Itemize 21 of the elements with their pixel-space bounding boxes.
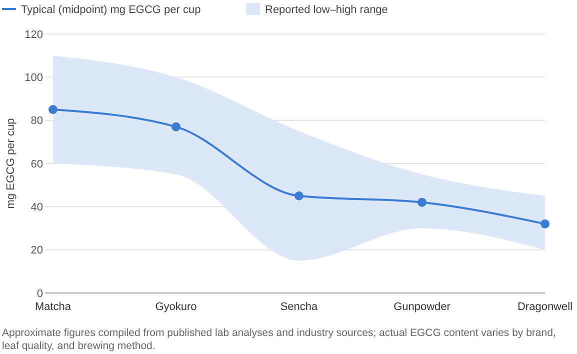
point — [418, 198, 426, 207]
y-tick-label: 60 — [30, 158, 43, 170]
point — [294, 191, 304, 200]
y-tick-label: 20 — [30, 244, 43, 257]
x-tick-label: Gyokuro — [155, 301, 197, 313]
y-tick-label: 120 — [24, 28, 43, 41]
y-tick-label: 100 — [24, 72, 43, 84]
y-tick-label: 0 — [36, 288, 43, 300]
point — [172, 122, 180, 132]
legend-label: Typical (midpoint) mg EGCG per cup — [21, 4, 201, 16]
text: Approximate figures compiled from published lab analyses and industry sources; actual EGCG content varies by brand, leaf quality, and brewing method. — [2, 327, 557, 353]
x-tick-label: Sencha — [280, 301, 319, 313]
x-tick-label: Gunpowder — [394, 301, 451, 313]
legend-label: Reported low–high range — [265, 4, 388, 16]
y-tick-label: 80 — [30, 115, 43, 128]
point — [48, 105, 58, 114]
x-tick-label: Matcha — [34, 301, 72, 313]
y-axis-title: mg EGCG per cup — [5, 118, 17, 209]
y-tick-label: 40 — [30, 202, 43, 214]
x-tick-label: Dragonwell — [517, 301, 573, 313]
point — [540, 219, 550, 228]
